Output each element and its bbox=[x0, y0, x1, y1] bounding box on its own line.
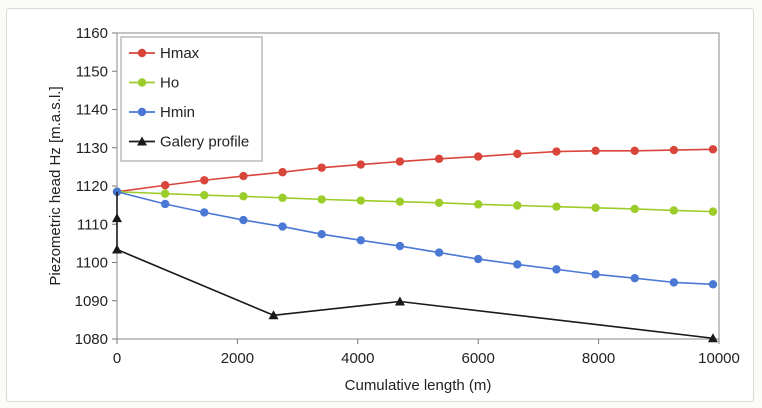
x-tick-label: 0 bbox=[113, 350, 121, 367]
series-hmin-point bbox=[434, 248, 444, 257]
y-tick-label: 1110 bbox=[77, 216, 108, 233]
series-hmin-line bbox=[116, 190, 714, 286]
series-hmin-point bbox=[474, 254, 483, 264]
legend-hmax-swatch-marker bbox=[137, 48, 147, 58]
series-hmin-point bbox=[552, 265, 561, 274]
series-ho-point bbox=[395, 197, 405, 206]
series-hmin-point bbox=[708, 280, 718, 289]
series-ho-point bbox=[278, 193, 287, 203]
series-hmin-point bbox=[591, 270, 600, 279]
legend-ho-swatch-marker bbox=[137, 78, 147, 87]
x-axis-title: Cumulative length (m) bbox=[345, 377, 492, 394]
series-galery-profile-point bbox=[112, 213, 122, 223]
series-ho-point bbox=[669, 206, 679, 215]
series-hmax-point bbox=[708, 145, 718, 154]
series-ho-point bbox=[434, 198, 444, 208]
series-hmax-point bbox=[591, 146, 600, 156]
series-galery-profile-point bbox=[707, 333, 718, 343]
series-ho-point bbox=[200, 190, 209, 200]
legend-hmin-swatch-marker bbox=[137, 107, 147, 117]
x-tick-label: 6000 bbox=[462, 350, 495, 367]
series-hmin-point bbox=[669, 278, 679, 287]
series-hmax-point bbox=[630, 146, 639, 156]
y-tick-label: 1120 bbox=[76, 178, 108, 195]
series-ho-point bbox=[513, 201, 522, 210]
series-hmin-point bbox=[160, 199, 170, 209]
series-ho-point bbox=[239, 192, 248, 201]
legend-hmax-label: Hmax bbox=[160, 45, 200, 62]
series-ho-point bbox=[552, 202, 561, 211]
series-hmin-point bbox=[395, 241, 405, 251]
series-hmin-point bbox=[317, 229, 326, 239]
series-ho-point bbox=[630, 204, 639, 214]
series-galery-profile-point bbox=[394, 296, 405, 306]
legend-box bbox=[120, 36, 263, 162]
y-tick-label: 1150 bbox=[76, 63, 108, 80]
series-ho-point bbox=[160, 189, 170, 198]
series-hmax-point bbox=[513, 149, 522, 159]
series-ho-point bbox=[474, 200, 483, 209]
series-hmax-line bbox=[116, 148, 713, 193]
series-hmax-point bbox=[278, 168, 287, 177]
series-hmax-point bbox=[317, 163, 326, 172]
series-hmin-point bbox=[513, 260, 522, 269]
series-hmax-point bbox=[474, 152, 483, 161]
y-tick-label: 1140 bbox=[76, 102, 108, 119]
y-tick-label: 1080 bbox=[75, 331, 108, 348]
x-tick-label: 10000 bbox=[698, 350, 740, 367]
series-ho-point bbox=[591, 203, 600, 213]
series-hmax-point bbox=[200, 176, 209, 185]
legend-galery-profile-swatch-marker bbox=[137, 136, 147, 146]
legend-ho-label: Ho bbox=[160, 75, 179, 92]
series-hmax-point bbox=[356, 160, 366, 169]
series-hmax-point bbox=[552, 147, 561, 156]
legend-galery-profile-label: Galery profile bbox=[160, 134, 249, 151]
series-hmax-point bbox=[669, 145, 679, 155]
y-tick-label: 1090 bbox=[75, 293, 108, 310]
series-galery-profile-point bbox=[268, 310, 279, 320]
y-tick-label: 1130 bbox=[76, 140, 108, 157]
series-galery-profile-point bbox=[112, 244, 122, 254]
series-hmin-point bbox=[278, 222, 287, 231]
series-ho-point bbox=[356, 196, 366, 205]
series-ho-point bbox=[708, 207, 718, 216]
series-hmin-point bbox=[239, 215, 248, 225]
series-hmax-point bbox=[160, 181, 170, 190]
y-tick-label: 1160 bbox=[76, 25, 108, 42]
series-hmax-point bbox=[434, 154, 444, 164]
series-hmin-point bbox=[356, 236, 366, 245]
series-hmin-point bbox=[200, 208, 209, 217]
y-axis-title: Piezometric head Hz [m.a.s.l.] bbox=[47, 86, 64, 285]
legend-hmin-label: Hmin bbox=[160, 104, 195, 121]
x-tick-label: 2000 bbox=[221, 350, 254, 367]
x-tick-label: 4000 bbox=[341, 350, 374, 367]
series-hmin-point bbox=[630, 273, 639, 283]
series-hmax-point bbox=[239, 171, 248, 181]
series-ho-point bbox=[317, 195, 326, 204]
series-ho-line bbox=[116, 190, 714, 213]
x-tick-label: 8000 bbox=[582, 350, 615, 367]
y-tick-label: 1100 bbox=[76, 255, 108, 272]
series-hmax-point bbox=[395, 157, 405, 166]
